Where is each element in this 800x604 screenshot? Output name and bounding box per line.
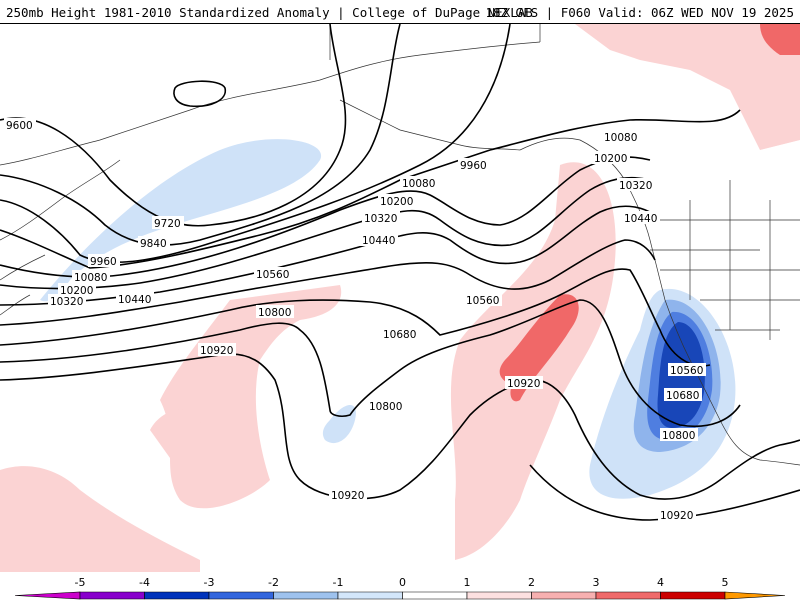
contour-label: 10320 [619, 180, 652, 192]
colorbar-tick-label: 4 [657, 576, 664, 589]
colorbar-segment [14, 591, 81, 600]
colorbar-tick-label: -1 [333, 576, 344, 589]
colorbar-segment [79, 591, 145, 600]
contour-label: 10560 [670, 365, 703, 377]
colorbar-tick-label: -2 [268, 576, 279, 589]
contour-label: 9840 [140, 238, 167, 250]
colorbar-tick-label: 0 [399, 576, 406, 589]
contour-label: 10560 [466, 295, 499, 307]
contour-label: 9960 [90, 256, 117, 268]
contour-label: 10920 [507, 378, 540, 390]
contour-label: 10200 [380, 196, 413, 208]
contour-label: 10080 [402, 178, 435, 190]
colorbar-segment [660, 591, 726, 600]
colorbar-segment [595, 591, 661, 600]
map-title: 250mb Height 1981-2010 Standardized Anom… [6, 5, 533, 20]
contour-label: 10800 [662, 430, 695, 442]
colorbar-tick-label: 1 [464, 576, 471, 589]
strong-positive-anomaly [499, 24, 800, 402]
colorbar-segment [144, 591, 210, 600]
header-bar: 250mb Height 1981-2010 Standardized Anom… [0, 0, 800, 24]
contour-label: 10080 [604, 132, 637, 144]
colorbar-tick-label: -3 [204, 576, 215, 589]
contour-label: 9600 [6, 120, 33, 132]
contour-label: 10200 [594, 153, 627, 165]
weather-map: 9600 9720 9840 9960 9960 10080 10080 100… [0, 24, 800, 572]
contour-label: 10920 [660, 510, 693, 522]
colorbar-segment [531, 591, 597, 600]
contour-label: 10320 [364, 213, 397, 225]
colorbar-segment [466, 591, 532, 600]
contour-labels: 9600 9720 9840 9960 9960 10080 10080 100… [4, 118, 706, 522]
colorbar-tick-label: -5 [75, 576, 86, 589]
colorbar-tick-label: 2 [528, 576, 535, 589]
colorbar-segment [402, 591, 468, 600]
colorbar-tick-label: 5 [722, 576, 729, 589]
contour-label: 10080 [74, 272, 107, 284]
contour-label: 10680 [383, 329, 416, 341]
colorbar: -5 -4 -3 -2 -1 0 1 2 3 4 5 [0, 572, 800, 600]
contour-label: 10920 [331, 490, 364, 502]
colorbar-tick-label: -4 [139, 576, 150, 589]
contour-label: 10680 [666, 390, 699, 402]
colorbar-segment [208, 591, 274, 600]
contour-label: 10320 [50, 296, 83, 308]
colorbar-tick-label: 3 [593, 576, 600, 589]
contour-label: 9960 [460, 160, 487, 172]
contour-label: 10440 [362, 235, 395, 247]
contour-label: 10800 [369, 401, 402, 413]
height-contours [0, 24, 800, 521]
model-valid-time: 18Z GFS | F060 Valid: 06Z WED NOV 19 202… [485, 5, 794, 20]
colorbar-svg: -5 -4 -3 -2 -1 0 1 2 3 4 5 [14, 576, 786, 600]
contour-label: 10920 [200, 345, 233, 357]
colorbar-segment [724, 591, 786, 600]
colorbar-segment [337, 591, 403, 600]
contour-label: 10440 [118, 294, 151, 306]
contour-label: 10440 [624, 213, 657, 225]
colorbar-segment [273, 591, 339, 600]
contour-label: 9720 [154, 218, 181, 230]
contour-label: 10800 [258, 307, 291, 319]
contour-label: 10560 [256, 269, 289, 281]
